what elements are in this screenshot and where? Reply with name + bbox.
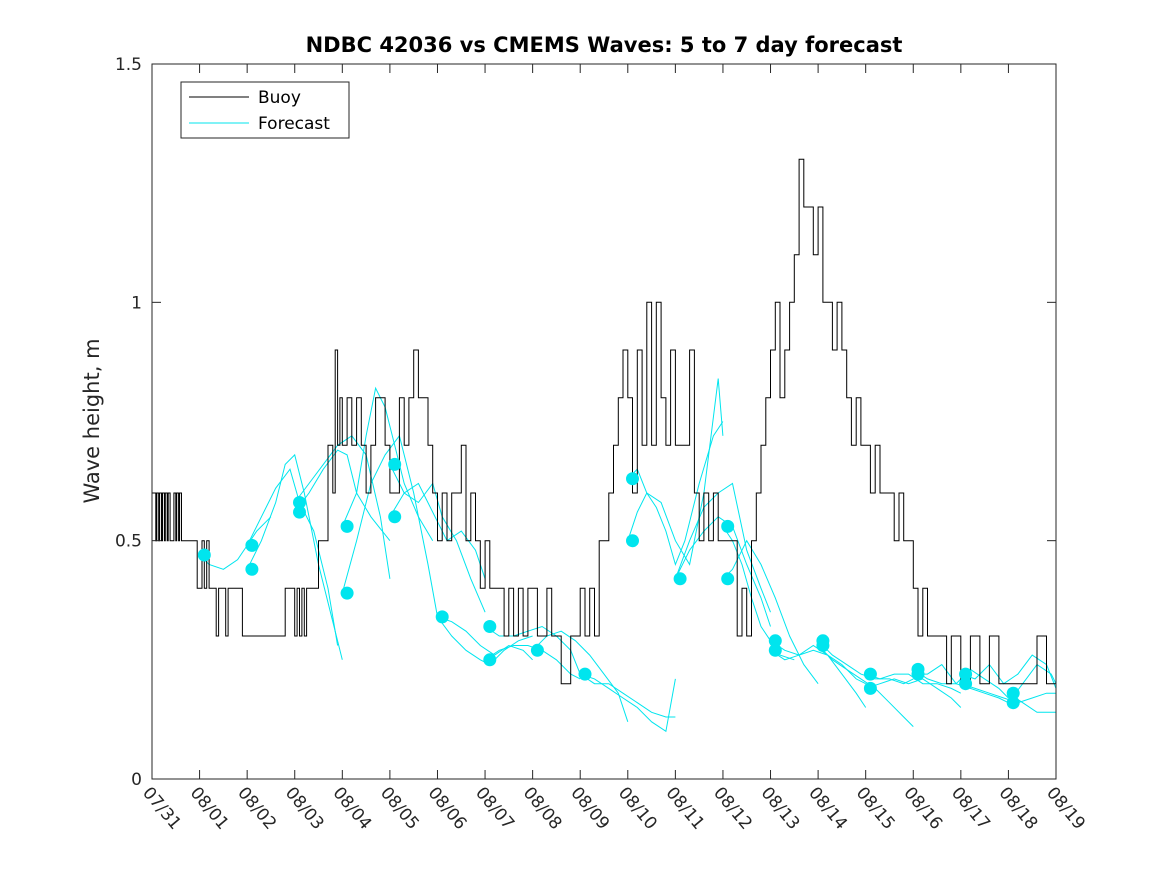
forecast-marker-24 [863,681,877,695]
legend-box [180,81,350,139]
forecast-line-22 [770,640,867,708]
plot-area [152,64,1056,779]
forecast-marker-30 [1006,696,1020,710]
forecast-marker-20 [768,643,782,657]
forecast-line-8 [389,482,486,579]
forecast-line-30 [960,654,1057,689]
forecast-marker-28 [959,677,973,691]
forecast-marker-3 [293,496,306,509]
legend: Buoy Forecast [180,81,350,139]
forecast-marker-19 [768,634,782,648]
forecast-marker-26 [911,667,925,681]
y-tick-label-2: 1 [131,293,142,313]
forecast-line-9 [437,616,533,661]
forecast-line-27 [865,678,962,708]
y-axis-label: Wave height, m [80,338,104,503]
forecast-marker-8 [388,510,402,524]
forecast-line-14 [579,673,676,718]
forecast-marker-13 [578,667,592,681]
chart-title: NDBC 42036 vs CMEMS Waves: 5 to 7 day fo… [306,33,903,57]
forecast-marker-12 [530,643,544,657]
y-axis-ticks: 0 0.5 1 1.5 [115,55,1056,790]
forecast-marker-27 [959,667,973,681]
forecast-marker-17 [721,519,735,533]
legend-buoy-label: Buoy [258,88,301,108]
forecast-line-1 [246,468,339,646]
forecast-line-15 [580,673,676,733]
forecast-marker-4 [293,505,306,519]
forecast-line-3 [294,435,391,579]
forecast-marker-11 [483,653,497,667]
forecast-marker-0 [197,548,211,562]
forecast-line-6 [341,434,438,617]
forecast-line-21 [722,539,819,684]
forecast-marker-6 [340,586,354,600]
buoy-series-group [152,158,1056,685]
y-tick-label-3: 1.5 [115,55,142,75]
forecast-marker-15 [626,534,639,548]
forecast-line-2 [246,453,343,660]
y-tick-label-0: 0 [131,770,142,790]
forecast-marker-5 [340,519,354,533]
y-tick-label-1: 0.5 [115,532,142,552]
forecast-marker-10 [483,620,497,633]
buoy-line [152,158,1056,685]
forecast-marker-16 [673,572,687,586]
forecast-line-18 [674,482,771,613]
forecast-marker-22 [816,639,830,652]
forecast-line-13 [532,630,629,722]
forecast-marker-7 [388,457,402,471]
forecast-marker-23 [863,667,877,681]
forecast-line-4 [294,449,391,542]
forecast-line-11 [484,625,581,675]
forecast-line-16 [627,421,724,567]
forecast-marker-29 [1006,686,1020,700]
forecast-marker-14 [626,472,639,486]
forecast-marker-1 [245,538,259,552]
forecast-marker-18 [721,572,735,586]
forecast-line-17 [627,378,724,566]
forecast-marker-2 [245,562,259,576]
forecast-markers-group [197,457,1020,710]
axes-box [151,63,1057,780]
legend-forecast-label: Forecast [258,114,330,134]
forecast-marker-9 [435,610,449,624]
